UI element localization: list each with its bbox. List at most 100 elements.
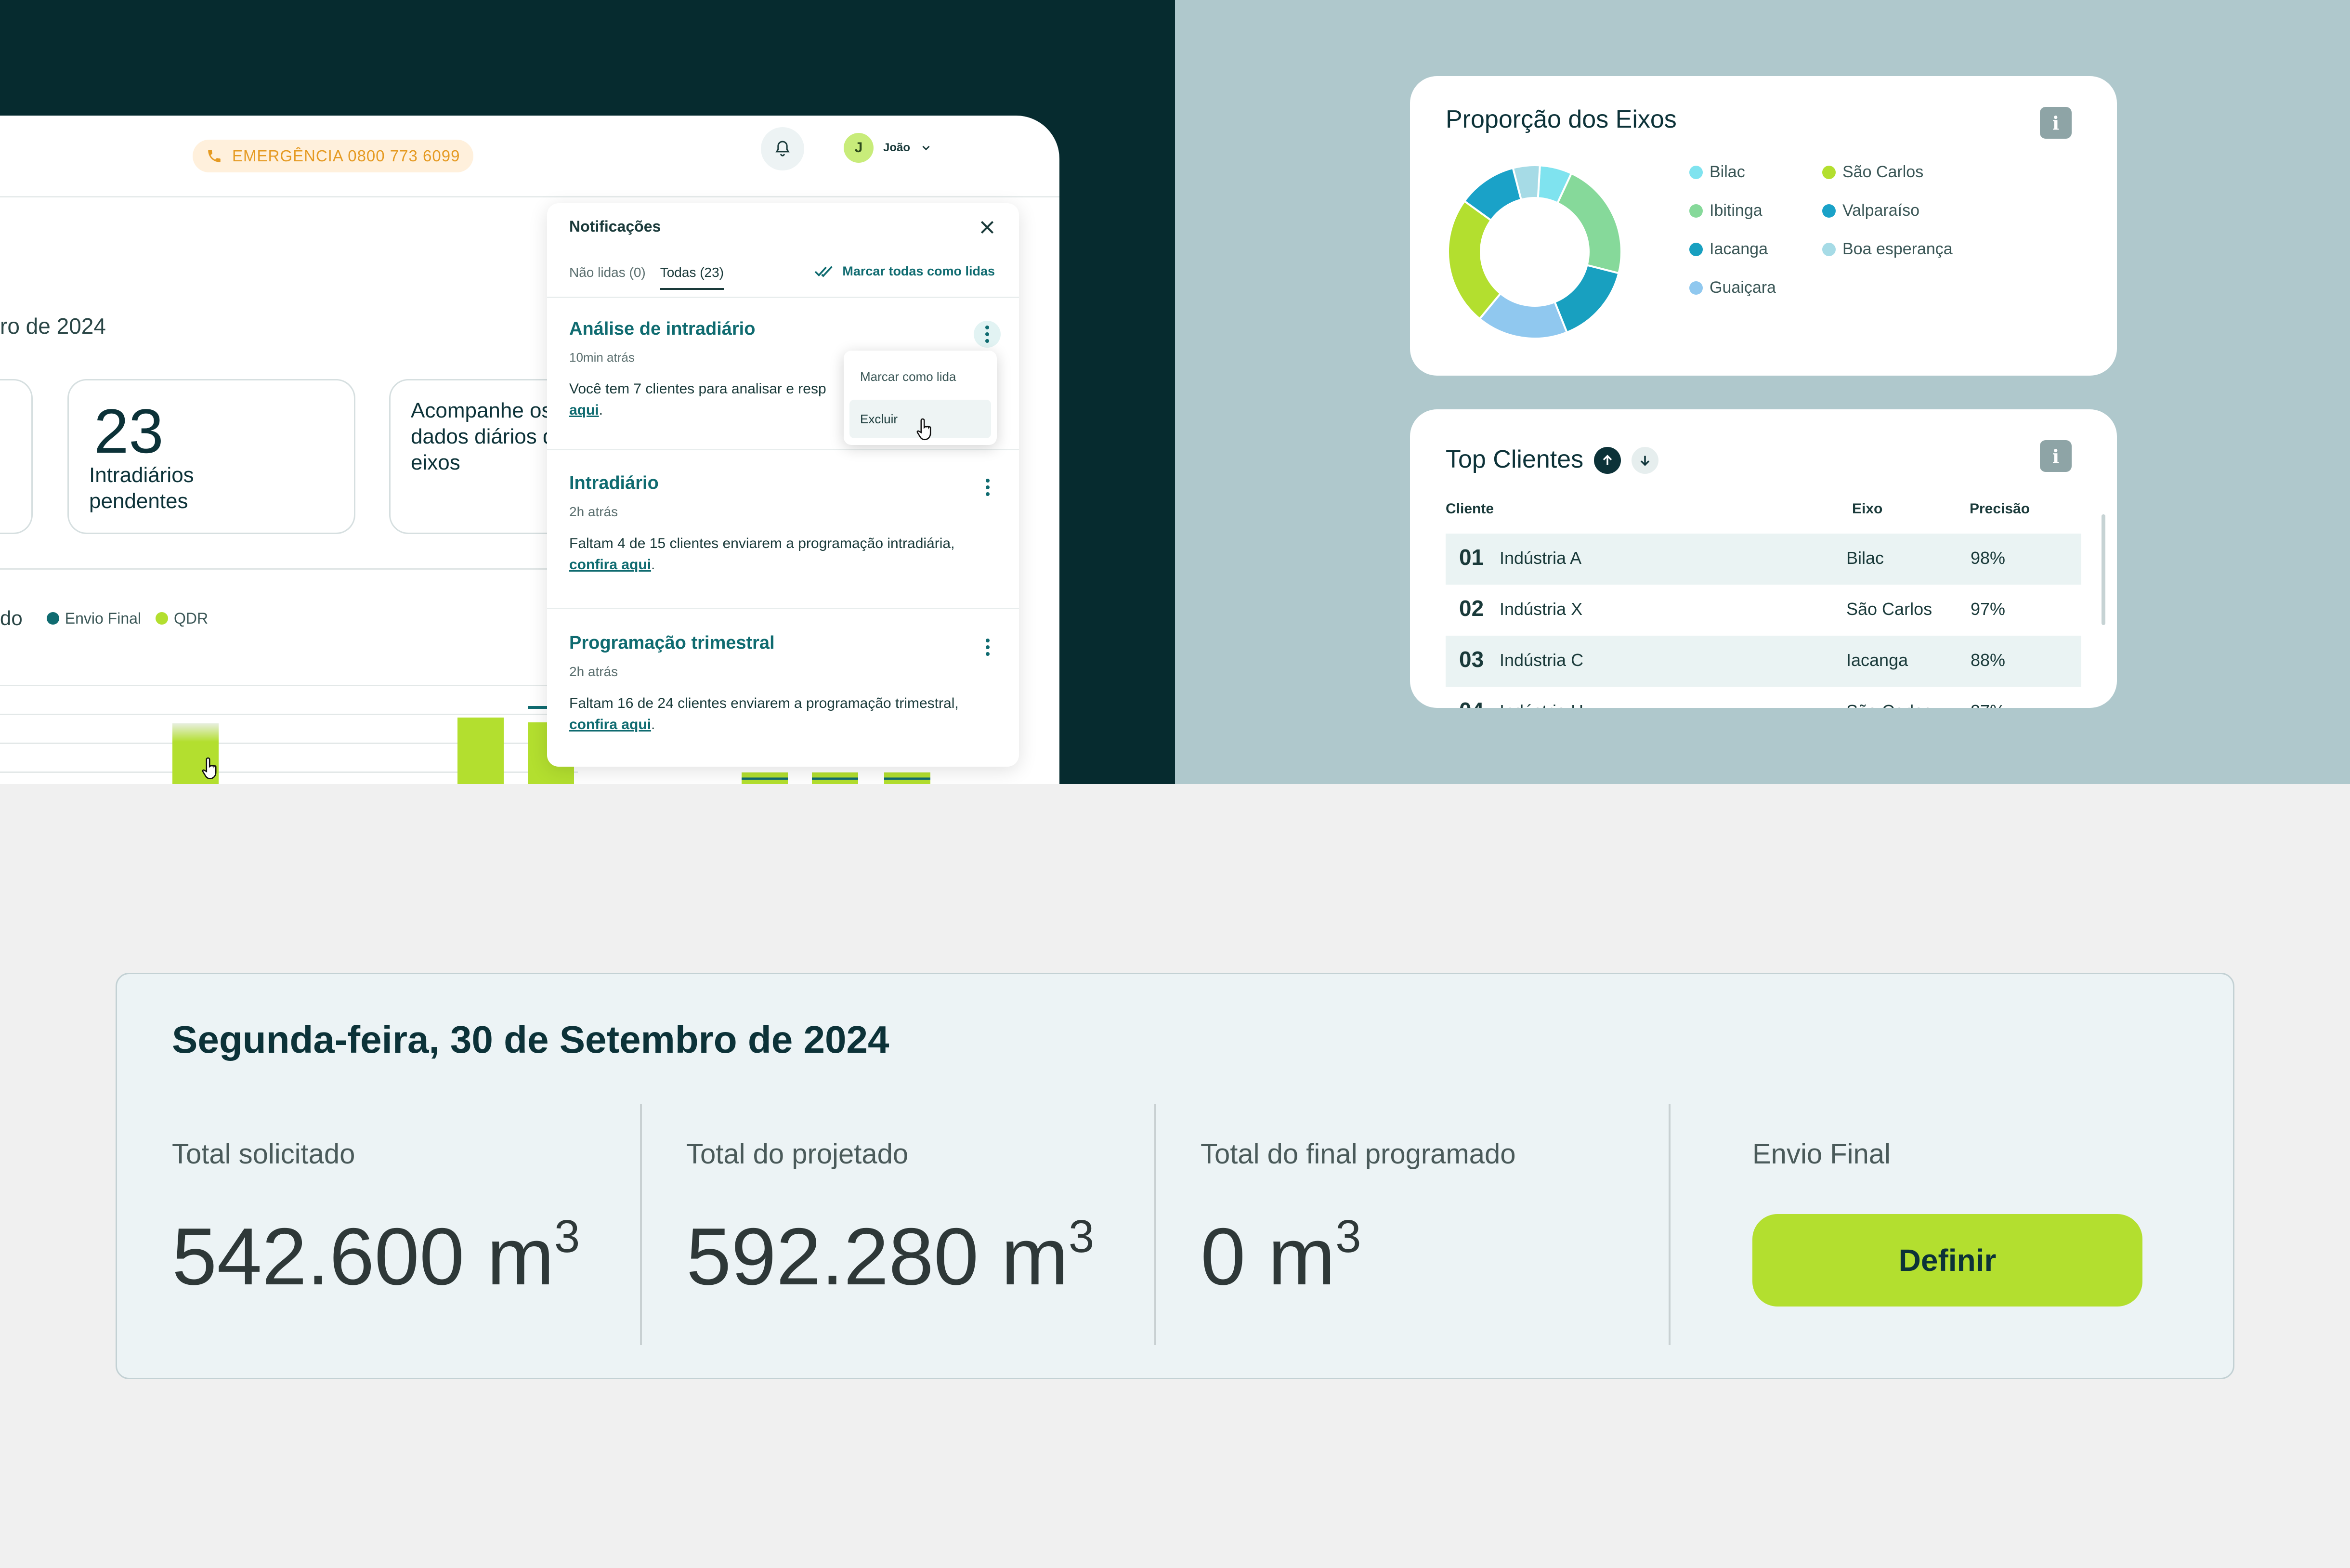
- emergency-label: EMERGÊNCIA 0800 773 6099: [232, 147, 460, 165]
- more-options-icon[interactable]: [974, 321, 1001, 348]
- unit-exponent: 3: [1068, 1211, 1095, 1262]
- phone-icon: [208, 150, 221, 162]
- notification-link[interactable]: confira aqui: [569, 717, 652, 732]
- total-projected-value: 592.280 m3: [686, 1210, 1094, 1303]
- divider: [1669, 1104, 1671, 1345]
- divider: [547, 449, 1019, 450]
- unit-exponent: 3: [1335, 1211, 1361, 1262]
- tab-unread[interactable]: Não lidas (0): [569, 265, 646, 280]
- kpi-pending-label: Intradiários pendentes: [89, 463, 194, 513]
- donut-slice[interactable]: [1512, 164, 1541, 201]
- chart-bar[interactable]: [457, 718, 504, 784]
- legend-item: Iacanga: [1689, 240, 1768, 259]
- notification-text: Faltam 4 de 15 clientes enviarem a progr…: [569, 536, 955, 551]
- avatar: J: [844, 133, 874, 163]
- client-precision: 98%: [1971, 548, 2006, 568]
- column-header-eixo[interactable]: Eixo: [1852, 501, 1883, 517]
- define-button[interactable]: Definir: [1752, 1214, 2142, 1307]
- page-date: ro de 2024: [0, 314, 106, 339]
- row-index: 01: [1459, 545, 1484, 570]
- notification-title: Análise de intradiário: [569, 319, 756, 339]
- user-name: João: [883, 141, 911, 154]
- legend-dot: [1689, 204, 1703, 218]
- tab-all[interactable]: Todas (23): [660, 265, 724, 290]
- total-projected-label: Total do projetado: [686, 1138, 909, 1170]
- table-row[interactable]: 03 Indústria C Iacanga 88%: [1446, 636, 2081, 687]
- sort-asc-button[interactable]: [1594, 447, 1621, 474]
- bell-icon: [775, 141, 790, 157]
- scrollbar[interactable]: [2102, 514, 2105, 625]
- client-eixo: Bilac: [1846, 548, 1884, 568]
- client-eixo: São Carlos: [1846, 599, 1932, 619]
- notification-text: Faltam 16 de 24 clientes enviarem a prog…: [569, 695, 959, 711]
- notification-time: 10min atrás: [569, 350, 635, 365]
- bar-chart: [0, 660, 1011, 784]
- donut-slice[interactable]: [1553, 264, 1620, 334]
- table-row[interactable]: 02 Indústria X São Carlos 97%: [1446, 585, 2081, 636]
- proportion-card: Proporção dos Eixos i Bilac São Carlos I…: [1410, 76, 2117, 376]
- donut-slice[interactable]: [1447, 199, 1502, 320]
- legend-item: Boa esperança: [1822, 240, 1953, 259]
- mark-all-read-button[interactable]: Marcar todas como lidas: [814, 264, 995, 279]
- mark-as-read-option[interactable]: Marcar como lida: [860, 369, 956, 384]
- notification-item[interactable]: Programação trimestral 2h atrás Faltam 1…: [569, 633, 993, 735]
- client-name: Indústria X: [1500, 599, 1583, 619]
- kpi-pending-card[interactable]: 23 Intradiários pendentes: [67, 379, 355, 534]
- kpi-pending-value: 23: [94, 396, 164, 466]
- double-check-icon: [815, 265, 833, 277]
- chart-bar[interactable]: [812, 772, 858, 784]
- legend-item: Guaiçara: [1689, 278, 1776, 297]
- notifications-panel: Notificações Não lidas (0) Todas (23) Ma…: [547, 203, 1019, 767]
- legend-dot: [46, 612, 59, 625]
- notification-item[interactable]: Intradiário 2h atrás Faltam 4 de 15 clie…: [569, 473, 993, 575]
- table-row[interactable]: 01 Indústria A Bilac 98%: [1446, 534, 2081, 585]
- client-name: Indústria C: [1500, 650, 1584, 670]
- mark-all-label: Marcar todas como lidas: [842, 264, 995, 278]
- more-options-icon[interactable]: [976, 473, 1000, 502]
- row-index: 02: [1459, 596, 1484, 621]
- donut-slice[interactable]: [1556, 172, 1622, 274]
- total-requested-value: 542.600 m3: [172, 1210, 580, 1303]
- info-icon[interactable]: i: [2040, 440, 2072, 472]
- total-final-value: 0 m3: [1201, 1210, 1361, 1303]
- value-text: 592.280 m: [686, 1211, 1069, 1302]
- close-icon[interactable]: [978, 218, 997, 237]
- notification-title: Programação trimestral: [569, 633, 775, 653]
- daily-summary-card: Segunda-feira, 30 de Setembro de 2024 To…: [116, 973, 2234, 1379]
- chart-bar[interactable]: [742, 772, 788, 784]
- legend-label: Envio Final: [65, 609, 142, 627]
- divider: [640, 1104, 642, 1345]
- notification-link[interactable]: confira aqui: [569, 557, 652, 573]
- arrow-down-icon: [1640, 456, 1650, 466]
- arrow-up-icon: [1603, 455, 1612, 465]
- summary-date: Segunda-feira, 30 de Setembro de 2024: [172, 1018, 889, 1061]
- more-options-icon[interactable]: [976, 633, 1000, 662]
- notifications-button[interactable]: [761, 127, 804, 170]
- app-header: EMERGÊNCIA 0800 773 6099 J João: [0, 116, 1059, 197]
- info-icon[interactable]: i: [2040, 107, 2072, 139]
- sort-desc-button[interactable]: [1632, 447, 1658, 474]
- user-menu[interactable]: J João: [844, 131, 932, 165]
- value-text: 0 m: [1201, 1211, 1336, 1302]
- legend-label: Bilac: [1710, 163, 1745, 181]
- client-eixo: Iacanga: [1846, 650, 1908, 670]
- notification-item[interactable]: Análise de intradiário 10min atrás Você …: [569, 319, 993, 421]
- legend-item: Envio Final: [46, 609, 142, 627]
- chart-bar[interactable]: [884, 772, 930, 784]
- chart-title: do: [0, 607, 23, 629]
- table-row[interactable]: 04 Indústria H São Carlos 87%: [1446, 687, 2081, 708]
- legend-dot: [1822, 165, 1836, 179]
- legend-label: Guaiçara: [1710, 278, 1776, 297]
- chevron-down-icon: [922, 145, 930, 151]
- emergency-contact-button[interactable]: EMERGÊNCIA 0800 773 6099: [193, 140, 474, 172]
- row-index: 03: [1459, 647, 1484, 672]
- legend-label: Ibitinga: [1710, 201, 1762, 220]
- legend-label: QDR: [174, 609, 209, 627]
- notification-text: Você tem 7 clientes para analisar e resp: [569, 381, 826, 397]
- legend-label: Valparaíso: [1842, 201, 1920, 220]
- column-header-client[interactable]: Cliente: [1446, 501, 1494, 517]
- notification-link[interactable]: aqui: [569, 402, 599, 418]
- column-header-precision[interactable]: Precisão: [1970, 501, 2030, 517]
- legend-label: São Carlos: [1842, 163, 1924, 181]
- donut-chart[interactable]: [1446, 163, 1624, 341]
